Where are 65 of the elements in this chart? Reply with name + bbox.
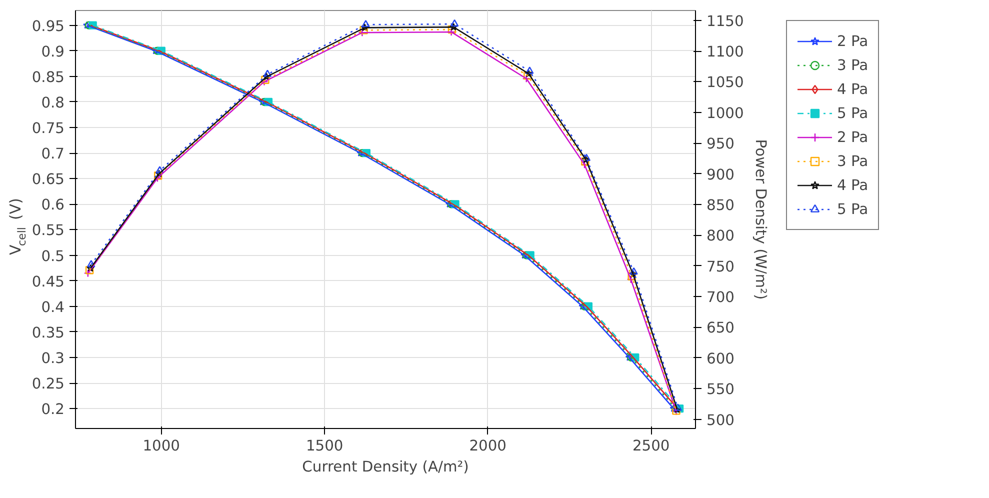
point — [86, 264, 94, 272]
y2-tick-label: 500 — [706, 412, 734, 429]
y2-tick-label: 1150 — [706, 12, 744, 30]
point — [263, 70, 272, 77]
legend-label: 5 Pa — [837, 104, 868, 122]
y2-tick-label: 850 — [706, 196, 734, 214]
y2-tick-label: 1050 — [706, 74, 744, 92]
y-tick-label: 0.9 — [41, 43, 65, 60]
point — [526, 66, 534, 74]
point — [154, 172, 162, 180]
point — [629, 270, 638, 278]
point — [84, 269, 92, 278]
y-tick-label: 0.75 — [32, 120, 65, 138]
legend-label: 3 Pa — [837, 152, 868, 170]
point — [581, 157, 590, 166]
point — [524, 70, 533, 78]
y2-tick-label: 950 — [706, 136, 734, 153]
point — [450, 19, 459, 27]
point — [524, 71, 532, 80]
y2-tick-label: 1000 — [706, 104, 744, 122]
point — [155, 170, 164, 178]
y-tick-label: 0.35 — [32, 324, 65, 342]
x-tick-label: 2000 — [469, 438, 507, 454]
legend-label: 5 Pa — [837, 200, 868, 218]
legend-label: 4 Pa — [837, 176, 868, 194]
y2-tick-label: 550 — [706, 381, 734, 398]
y-tick-label: 0.25 — [32, 376, 65, 393]
point — [87, 260, 96, 268]
point — [626, 275, 635, 284]
point — [630, 267, 638, 275]
y-tick-label: 0.3 — [41, 350, 65, 367]
y-tick-label: 0.8 — [41, 94, 65, 112]
legend-label: 4 Pa — [837, 80, 868, 98]
x-axis-title: Current Density (A/m²) — [302, 458, 469, 476]
point — [522, 74, 530, 83]
legend-label: 3 Pa — [837, 56, 868, 74]
legend-label: 2 Pa — [837, 128, 868, 146]
point — [362, 20, 370, 28]
y2-tick-label: 700 — [706, 289, 734, 306]
point — [628, 272, 636, 280]
y2-tick-label: 900 — [706, 166, 734, 184]
legend-label: 2 Pa — [837, 32, 868, 50]
y-tick-label: 0.7 — [41, 146, 65, 163]
y2-tick-label: 600 — [706, 350, 734, 368]
x-tick-label: 2500 — [632, 438, 670, 454]
y2-tick-label: 800 — [706, 228, 734, 245]
x-tick-label: 1000 — [142, 438, 180, 454]
y-tick-label: 0.45 — [32, 273, 65, 290]
y-tick-label: 0.2 — [41, 401, 65, 418]
y-tick-label: 0.4 — [41, 298, 65, 316]
y-tick-label: 0.85 — [32, 68, 65, 86]
y-tick-label: 0.6 — [41, 196, 65, 214]
y-tick-label: 0.55 — [32, 222, 65, 240]
point — [450, 22, 458, 31]
y2-axis-title: Power Density (W/m²) — [752, 139, 769, 300]
point — [156, 166, 164, 174]
point — [262, 72, 270, 80]
x-tick-label: 1500 — [306, 438, 344, 454]
y-tick-label: 0.95 — [32, 18, 65, 35]
y-axis-title: Vcell (V) — [6, 198, 28, 255]
y-tick-label: 0.65 — [32, 171, 65, 188]
y2-tick-label: 1100 — [706, 44, 744, 61]
y-tick-label: 0.5 — [41, 248, 65, 265]
y2-tick-label: 650 — [706, 320, 734, 337]
y2-tick-label: 750 — [706, 258, 734, 276]
